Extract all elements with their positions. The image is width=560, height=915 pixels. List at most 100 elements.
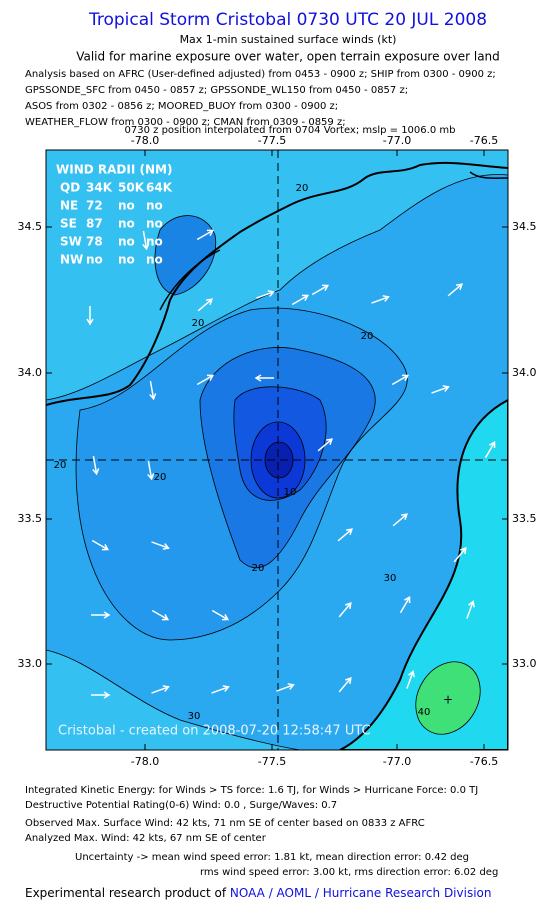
- wind-vectors: [86, 229, 496, 699]
- wind-vector: [91, 539, 110, 551]
- contour-label: 40: [418, 707, 431, 718]
- wind-radii-cell: NE: [60, 199, 78, 213]
- wind-vector: [196, 374, 215, 386]
- arrow: [149, 381, 157, 401]
- arrow: [151, 685, 170, 694]
- subtitle: Max 1-min sustained surface winds (kt): [180, 33, 397, 46]
- arrow: [317, 438, 334, 452]
- position-note: 0730 z position interpolated from 0704 V…: [125, 125, 456, 136]
- arrow: [254, 374, 274, 382]
- wind-vector: [149, 381, 157, 401]
- wind-radii-cell: SE: [60, 217, 77, 231]
- wind-vector: [86, 306, 94, 326]
- arrow: [466, 600, 475, 619]
- wind-vector: [276, 683, 295, 692]
- wind-vector: [371, 295, 390, 304]
- wind-radii-title: WIND RADII (NM): [56, 163, 172, 177]
- lat-label: 34.5: [18, 220, 43, 233]
- wind-radii-cell: no: [146, 199, 163, 213]
- wind-vector: [317, 438, 334, 452]
- footer-line: Observed Max. Surface Wind: 42 kts, 71 n…: [25, 818, 425, 829]
- wind-vector: [338, 601, 352, 618]
- arrow: [338, 676, 352, 693]
- arrow: [311, 284, 330, 296]
- wind-vector: [311, 284, 330, 296]
- wind-vector: [196, 229, 215, 241]
- wind-radii-cell: 72: [86, 199, 103, 213]
- contour-fill: [339, 398, 508, 750]
- lat-label: 34.5: [512, 220, 537, 233]
- wind-vector: [484, 440, 496, 459]
- arrow: [91, 691, 111, 699]
- wind-vector: [151, 541, 170, 550]
- wind-vector: [337, 528, 354, 542]
- wind-vector: [392, 513, 409, 527]
- contour-label: 20: [361, 331, 374, 342]
- lat-label: 33.0: [512, 657, 537, 670]
- lat-label: 33.0: [18, 657, 43, 670]
- contour-label: 20: [296, 183, 309, 194]
- arrow: [196, 229, 215, 241]
- contour-labels: 20 20 20 20 20 20 10 30 30 40: [54, 183, 431, 722]
- arrow: [453, 546, 467, 563]
- arrow: [447, 283, 464, 297]
- analysis-line: ASOS from 0302 - 0856 z; MOORED_BUOY fro…: [25, 101, 338, 112]
- title: Tropical Storm Cristobal 0730 UTC 20 JUL…: [88, 10, 487, 30]
- wind-vector: [431, 385, 450, 394]
- axis-labels: -78.0 -78.0 -77.5 -77.5 -77.0 -77.0 -76.5 -76.5…: [18, 134, 537, 768]
- wind-radii-cell: no: [118, 199, 135, 213]
- wind-vector: [151, 609, 170, 621]
- wind-vector: [406, 670, 415, 689]
- wind-vector: [254, 374, 274, 382]
- wind-vector: [338, 676, 352, 693]
- arrow: [406, 670, 415, 689]
- arrow: [391, 374, 410, 386]
- arrow: [337, 528, 354, 542]
- wind-radii-cell: no: [146, 217, 163, 231]
- contour-label: 20: [54, 460, 67, 471]
- watermark: Cristobal - created on 2008-07-20 12:58:…: [58, 724, 371, 739]
- map-frame: [45, 149, 509, 751]
- wind-radii-cell: NW: [60, 253, 83, 267]
- arrow: [147, 461, 155, 481]
- map: + 20 20 20 20 20 20 10 30 30 40 WIND RADII (NM) QD…: [46, 150, 508, 750]
- wind-radii-header: QD: [60, 181, 80, 195]
- contour-label: 30: [384, 573, 397, 584]
- arrow: [151, 609, 170, 621]
- arrow: [151, 541, 170, 550]
- arrow: [291, 294, 310, 306]
- credit-link[interactable]: NOAA / AOML / Hurricane Research Divisio…: [230, 886, 492, 900]
- wind-vector: [391, 374, 410, 386]
- wind-vector: [256, 290, 275, 299]
- arrow: [86, 306, 94, 326]
- wind-radii-cell: no: [146, 235, 163, 249]
- wind-vector: [399, 595, 411, 614]
- wind-vector: [91, 611, 111, 619]
- arrow: [399, 595, 411, 614]
- footer-line: rms wind speed error: 3.00 kt, rms direc…: [200, 867, 498, 878]
- wind-vector: [197, 298, 214, 312]
- wind-radii-cell: no: [118, 235, 135, 249]
- wind-vector: [211, 685, 230, 694]
- contour-label: 20: [192, 318, 205, 329]
- lon-label: -77.0: [383, 134, 411, 147]
- wind-vector: [142, 231, 150, 251]
- contour-label: 20: [154, 472, 167, 483]
- lat-label: 34.0: [512, 366, 537, 379]
- footer-line: Integrated Kinetic Energy: for Winds > T…: [25, 785, 478, 796]
- lon-label: -77.5: [258, 755, 286, 768]
- lon-label: -78.0: [131, 134, 159, 147]
- coastline: [159, 171, 508, 311]
- footer-line: Uncertainty -> mean wind speed error: 1.…: [75, 852, 469, 863]
- arrow: [431, 385, 450, 394]
- wind-radii-cell: no: [118, 253, 135, 267]
- wind-vector: [466, 600, 475, 619]
- lat-label: 34.0: [18, 366, 43, 379]
- contour-label: 20: [252, 563, 265, 574]
- lat-label: 33.5: [18, 512, 43, 525]
- arrow: [371, 295, 390, 304]
- validity: Valid for marine exposure over water, op…: [76, 50, 500, 64]
- coastline: [46, 161, 508, 406]
